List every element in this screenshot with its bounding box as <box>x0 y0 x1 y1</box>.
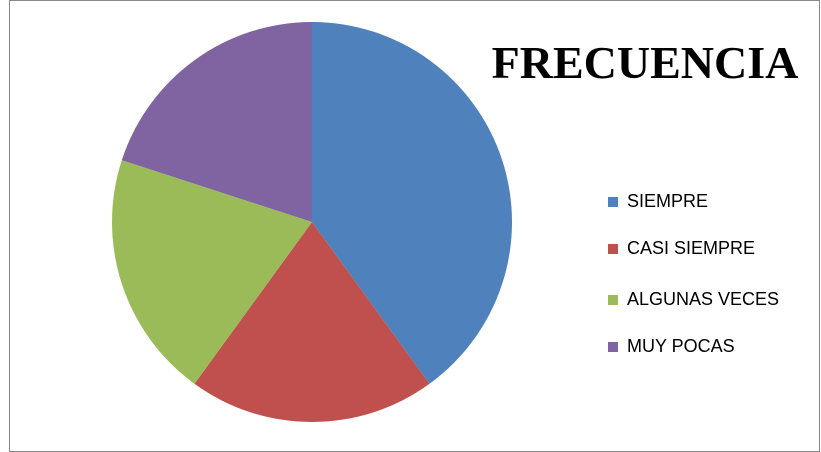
chart-title: FRECUENCIA <box>492 37 799 88</box>
legend-swatch <box>608 244 618 254</box>
legend-label: SIEMPRE <box>627 191 708 211</box>
pie-slice <box>194 222 430 422</box>
legend-label: ALGUNAS VECES <box>627 289 779 309</box>
legend-label: MUY POCAS <box>627 336 735 356</box>
legend-swatch <box>608 342 618 352</box>
pie-slice <box>312 22 512 384</box>
legend-swatch <box>608 197 618 207</box>
pie-slice <box>111 160 312 384</box>
legend-label: CASI SIEMPRE <box>627 238 755 258</box>
legend-swatch <box>608 295 618 305</box>
pie-slice <box>121 22 312 222</box>
